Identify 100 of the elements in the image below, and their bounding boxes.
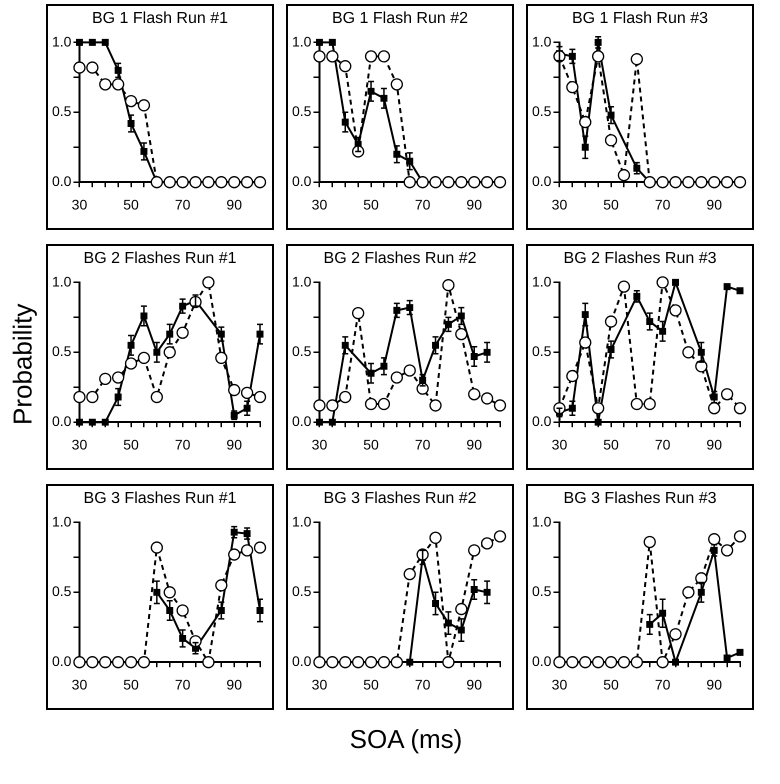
- point: [429, 176, 442, 188]
- point: [592, 50, 604, 63]
- point: [254, 176, 266, 188]
- point: [240, 544, 254, 557]
- point: [455, 328, 468, 340]
- point: [254, 541, 266, 554]
- x-tick-label: 30: [312, 676, 328, 692]
- point: [228, 384, 240, 396]
- point: [215, 579, 228, 592]
- point: [364, 398, 378, 410]
- point: [672, 278, 679, 286]
- chart-title: BG 1 Flash Run #2: [330, 9, 470, 29]
- point: [99, 656, 112, 668]
- x-tick-label: 70: [174, 436, 191, 452]
- point: [708, 533, 720, 546]
- point: [102, 38, 109, 46]
- point: [566, 80, 579, 94]
- point: [736, 287, 744, 294]
- y-tick-label: 1.0: [52, 33, 72, 50]
- point: [669, 304, 682, 317]
- point: [736, 648, 744, 656]
- point: [202, 656, 215, 668]
- x-tick-label: 50: [363, 196, 380, 212]
- point: [73, 61, 86, 74]
- x-tick-label: 90: [706, 676, 722, 692]
- point: [150, 390, 163, 404]
- point: [566, 656, 579, 668]
- point: [215, 176, 228, 188]
- y-tick-label: 0.0: [292, 653, 312, 670]
- point: [724, 654, 731, 662]
- point: [313, 50, 326, 63]
- point: [99, 78, 112, 90]
- point: [618, 280, 630, 293]
- chart-title: BG 3 Flashes Run #2: [322, 489, 478, 509]
- x-tick-label: 50: [603, 436, 620, 452]
- point: [724, 283, 731, 290]
- x-tick-label: 70: [654, 676, 671, 692]
- point: [339, 390, 352, 404]
- point: [390, 656, 403, 668]
- point: [228, 548, 240, 561]
- point: [429, 532, 442, 544]
- point: [390, 371, 403, 384]
- y-tick-label: 0.0: [52, 173, 72, 190]
- point: [86, 390, 99, 404]
- y-tick-label: 0.0: [52, 413, 72, 430]
- y-tick-label: 0.0: [532, 413, 552, 430]
- x-tick-label: 50: [123, 196, 140, 212]
- point: [73, 390, 86, 404]
- x-tick-label: 50: [123, 676, 140, 692]
- point: [378, 50, 390, 63]
- y-tick-label: 1.0: [292, 33, 312, 50]
- point: [604, 134, 618, 146]
- point: [656, 176, 669, 188]
- point: [404, 568, 416, 580]
- point: [669, 628, 682, 640]
- point: [138, 99, 150, 112]
- point: [228, 176, 240, 188]
- y-axis-title: Probability: [6, 302, 38, 427]
- y-tick-label: 0.5: [532, 103, 552, 120]
- y-tick-label: 0.5: [532, 583, 552, 600]
- point: [579, 336, 592, 349]
- point: [240, 386, 254, 399]
- point: [313, 399, 326, 412]
- y-tick-label: 1.0: [292, 513, 312, 530]
- point: [202, 176, 215, 188]
- point: [468, 544, 480, 557]
- point: [630, 656, 643, 668]
- point: [630, 398, 643, 410]
- point: [480, 176, 494, 188]
- y-tick-label: 0.0: [292, 413, 312, 430]
- x-tick-label: 30: [312, 436, 328, 452]
- point: [404, 176, 416, 188]
- chart-title: BG 3 Flashes Run #3: [562, 489, 718, 509]
- x-tick-label: 70: [654, 196, 671, 212]
- x-axis-title: SOA (ms): [348, 724, 464, 756]
- point: [720, 544, 734, 557]
- point: [442, 656, 455, 668]
- point: [604, 656, 618, 668]
- point: [339, 60, 352, 72]
- point: [468, 388, 480, 400]
- point: [579, 656, 592, 668]
- point: [468, 176, 480, 188]
- point: [76, 38, 83, 46]
- chart-title: BG 1 Flash Run #1: [90, 9, 230, 29]
- x-tick-label: 50: [363, 436, 380, 452]
- point: [326, 656, 339, 668]
- point: [102, 418, 109, 426]
- x-tick-label: 90: [226, 676, 242, 692]
- point: [644, 398, 656, 410]
- y-tick-label: 0.5: [292, 583, 312, 600]
- point: [390, 78, 403, 90]
- point: [708, 176, 720, 188]
- y-tick-label: 0.0: [292, 173, 312, 190]
- y-tick-label: 0.0: [532, 653, 552, 670]
- y-tick-label: 1.0: [532, 33, 552, 50]
- point: [594, 418, 602, 426]
- point: [328, 418, 336, 426]
- point: [734, 530, 746, 543]
- point: [86, 656, 99, 668]
- point: [442, 279, 455, 292]
